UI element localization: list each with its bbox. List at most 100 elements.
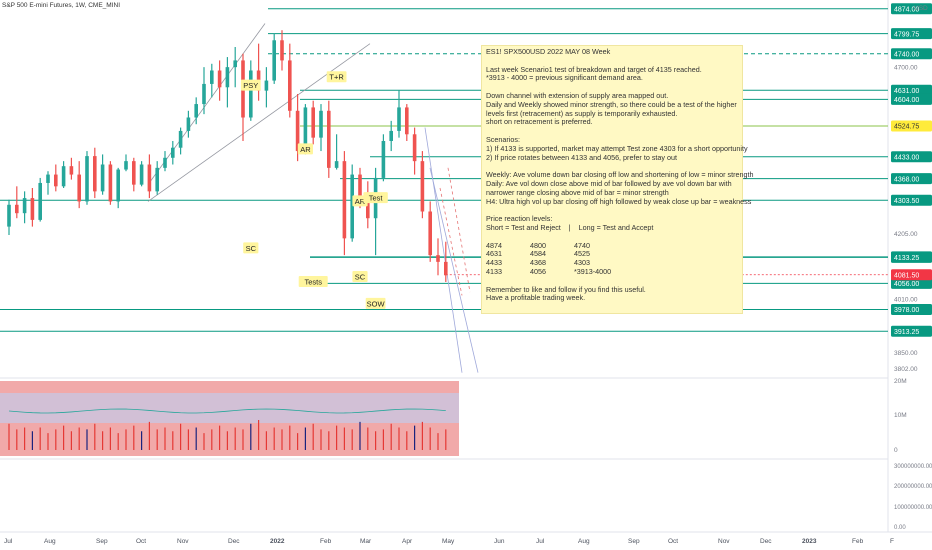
bar-body bbox=[389, 130, 393, 141]
level-price-label bbox=[891, 3, 932, 15]
bar-body bbox=[428, 211, 432, 256]
ohlc-bar bbox=[46, 171, 50, 195]
note-line: Daily and Weekly showed minor strength, … bbox=[486, 99, 737, 109]
time-tick: May bbox=[442, 538, 455, 545]
note-line: Short = Test and Reject | Long = Test an… bbox=[486, 222, 654, 232]
bar-body bbox=[334, 161, 339, 168]
ohlc-bar bbox=[412, 127, 417, 175]
note-line: Weekly: Ave volume down bar closing off … bbox=[486, 170, 754, 180]
price-tick: 4010.00 bbox=[894, 296, 918, 303]
annotation-label: Test bbox=[369, 194, 384, 203]
annotation-bg bbox=[240, 79, 261, 91]
bar-body bbox=[264, 80, 269, 91]
annotation-bg bbox=[297, 143, 313, 155]
bar-body bbox=[350, 174, 354, 239]
level-cell: 4433 bbox=[486, 258, 502, 268]
bar-body bbox=[163, 157, 167, 168]
bar-body bbox=[397, 107, 401, 131]
volume-ma bbox=[8, 408, 446, 414]
level-price-label bbox=[891, 93, 932, 105]
annotation-label: SC bbox=[355, 272, 366, 281]
ohlc-bar bbox=[69, 157, 74, 180]
price-tick: 4700.00 bbox=[894, 65, 918, 72]
level-price-label bbox=[891, 84, 932, 96]
level-cell: 4303 bbox=[574, 258, 590, 268]
supply-line bbox=[439, 187, 463, 296]
level-cell: *3913-4000 bbox=[574, 266, 612, 276]
note-footer-line: Remember to like and follow if you find … bbox=[486, 284, 646, 294]
level-price-text: 4604.00 bbox=[894, 97, 919, 104]
volume-tick: 20M bbox=[894, 378, 907, 385]
ohlc-bar bbox=[381, 134, 386, 182]
level-price-text: 4056.00 bbox=[894, 281, 919, 288]
bar-body bbox=[69, 166, 74, 175]
annotation-label: Tests bbox=[304, 278, 322, 287]
level-price-text: 4368.00 bbox=[894, 176, 919, 183]
ohlc-bar bbox=[124, 154, 128, 172]
level-price-label bbox=[891, 251, 932, 263]
ohlc-bar bbox=[155, 161, 159, 195]
bar-body bbox=[366, 201, 370, 219]
current-price-label bbox=[891, 269, 932, 281]
time-tick: Aug bbox=[578, 538, 590, 545]
level-cell: 4800 bbox=[530, 240, 546, 250]
time-tick: Jul bbox=[536, 538, 545, 545]
bar-body bbox=[46, 174, 50, 183]
ohlc-bar bbox=[319, 104, 323, 152]
level-price-label bbox=[891, 173, 932, 185]
bar-body bbox=[54, 174, 58, 187]
bar-body bbox=[61, 166, 66, 187]
ohlc-bar bbox=[54, 164, 58, 192]
bar-body bbox=[412, 134, 417, 162]
ohlc-bar bbox=[444, 241, 448, 282]
time-tick: Jul bbox=[4, 538, 13, 545]
level-cell: 4133 bbox=[486, 266, 502, 276]
bar-body bbox=[225, 67, 230, 88]
volume-band bbox=[0, 393, 459, 423]
ohlc-bar bbox=[38, 177, 42, 222]
ohlc-bar bbox=[15, 186, 19, 219]
ohlc-bar bbox=[311, 100, 315, 145]
bar-body bbox=[327, 110, 331, 168]
bar-body bbox=[100, 164, 105, 192]
annotation-label: PSY bbox=[243, 81, 258, 90]
ohlc-bar bbox=[202, 67, 206, 115]
ohlc-bar bbox=[171, 141, 175, 165]
ohlc-bar bbox=[389, 120, 393, 152]
down-channel-line bbox=[424, 127, 463, 373]
current-price-text: 4081.50 bbox=[894, 272, 919, 279]
ohlc-bar bbox=[280, 30, 284, 71]
annotation-label: AR bbox=[355, 197, 366, 206]
volume-panel bbox=[0, 381, 459, 456]
level-price-label bbox=[891, 325, 932, 337]
bar-body bbox=[249, 70, 253, 118]
bar-body bbox=[22, 198, 27, 214]
time-tick: Aug bbox=[44, 538, 56, 545]
ohlc-bar bbox=[327, 100, 331, 178]
annotation-bg bbox=[365, 297, 386, 309]
level-price-text: 4133.25 bbox=[894, 255, 919, 262]
ohlc-bar bbox=[139, 161, 144, 187]
level-cell: 4525 bbox=[574, 249, 590, 259]
time-tick: 2023 bbox=[802, 538, 817, 545]
level-price-text: 3913.25 bbox=[894, 329, 919, 336]
ohlc-bar bbox=[436, 238, 440, 276]
time-tick: Feb bbox=[852, 538, 864, 545]
annotation-label: T+R bbox=[329, 73, 344, 82]
ohlc-bar bbox=[178, 127, 183, 155]
bar-body bbox=[171, 147, 175, 158]
ohlc-bar bbox=[147, 154, 152, 199]
channel-line bbox=[147, 43, 371, 202]
price-levels-table: 4874 4800 4740 4631 4584 4525 4433 4368 4303 4133… bbox=[486, 240, 738, 277]
ohlc-bar bbox=[132, 157, 136, 192]
bar-body bbox=[93, 156, 97, 192]
bar-body bbox=[288, 60, 292, 111]
level-cell: 4874 bbox=[486, 240, 502, 250]
level-cell: 4584 bbox=[530, 249, 546, 259]
note-line bbox=[486, 233, 738, 242]
bar-body bbox=[77, 174, 81, 202]
note-line: *3913 - 4000 = previous significant dema… bbox=[486, 73, 643, 83]
price-axis: 4874.00 4799.75 4740.00 4631.00 4604.00 4524.… bbox=[891, 3, 932, 531]
